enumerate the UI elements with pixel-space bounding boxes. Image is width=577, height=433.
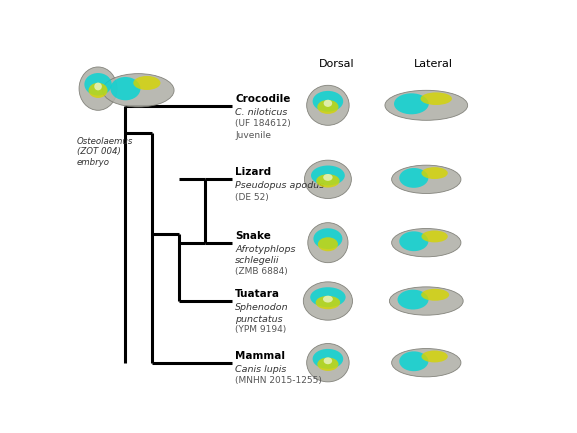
Text: (MNHN 2015-1255): (MNHN 2015-1255) (235, 376, 322, 385)
Ellipse shape (421, 92, 452, 105)
Text: Pseudopus apodus: Pseudopus apodus (235, 181, 325, 191)
Text: Osteolaemus
(ZOT 004)
embryo: Osteolaemus (ZOT 004) embryo (77, 137, 133, 167)
Ellipse shape (399, 351, 428, 371)
Ellipse shape (392, 165, 461, 194)
Ellipse shape (313, 91, 343, 112)
Text: (UF 184612): (UF 184612) (235, 120, 291, 129)
Ellipse shape (392, 229, 461, 257)
Ellipse shape (317, 358, 339, 371)
Ellipse shape (84, 73, 112, 96)
Ellipse shape (318, 237, 338, 251)
Ellipse shape (311, 165, 345, 185)
Text: Juvenile: Juvenile (235, 132, 271, 140)
Ellipse shape (110, 77, 140, 100)
Ellipse shape (79, 67, 117, 110)
Text: Crocodile: Crocodile (235, 94, 291, 104)
Text: Afrotyphlops: Afrotyphlops (235, 245, 296, 254)
Ellipse shape (94, 83, 102, 90)
Text: Lizard: Lizard (235, 167, 271, 178)
Ellipse shape (421, 350, 448, 362)
Ellipse shape (313, 349, 343, 369)
Ellipse shape (313, 228, 342, 249)
Ellipse shape (421, 289, 449, 301)
Ellipse shape (317, 100, 339, 114)
Ellipse shape (310, 287, 346, 307)
Ellipse shape (304, 282, 353, 320)
Ellipse shape (399, 168, 428, 188)
Text: schlegelii: schlegelii (235, 256, 280, 265)
Text: punctatus: punctatus (235, 314, 283, 323)
Ellipse shape (88, 83, 107, 98)
Ellipse shape (421, 230, 448, 242)
Ellipse shape (306, 343, 349, 382)
Text: Mammal: Mammal (235, 351, 286, 361)
Ellipse shape (316, 174, 340, 187)
Ellipse shape (323, 174, 332, 181)
Ellipse shape (399, 231, 428, 251)
Ellipse shape (398, 290, 429, 310)
Text: (DE 52): (DE 52) (235, 193, 269, 202)
Ellipse shape (133, 76, 160, 90)
Ellipse shape (306, 85, 349, 125)
Text: (ZMB 6884): (ZMB 6884) (235, 267, 288, 276)
Text: Dorsal: Dorsal (319, 59, 355, 69)
Ellipse shape (385, 90, 467, 120)
Ellipse shape (324, 357, 332, 364)
Ellipse shape (324, 100, 332, 107)
Text: Snake: Snake (235, 231, 271, 241)
Ellipse shape (389, 287, 463, 315)
Text: Lateral: Lateral (414, 59, 453, 69)
Ellipse shape (392, 349, 461, 377)
Ellipse shape (316, 296, 340, 309)
Ellipse shape (305, 160, 351, 198)
Ellipse shape (421, 167, 448, 179)
Text: Tuatara: Tuatara (235, 289, 280, 299)
Text: Canis lupis: Canis lupis (235, 365, 287, 374)
Text: (YPM 9194): (YPM 9194) (235, 325, 287, 334)
Ellipse shape (103, 74, 174, 107)
Ellipse shape (323, 296, 333, 303)
Text: C. niloticus: C. niloticus (235, 108, 288, 117)
Text: Sphenodon: Sphenodon (235, 303, 289, 312)
Ellipse shape (394, 93, 429, 114)
Ellipse shape (308, 223, 348, 263)
